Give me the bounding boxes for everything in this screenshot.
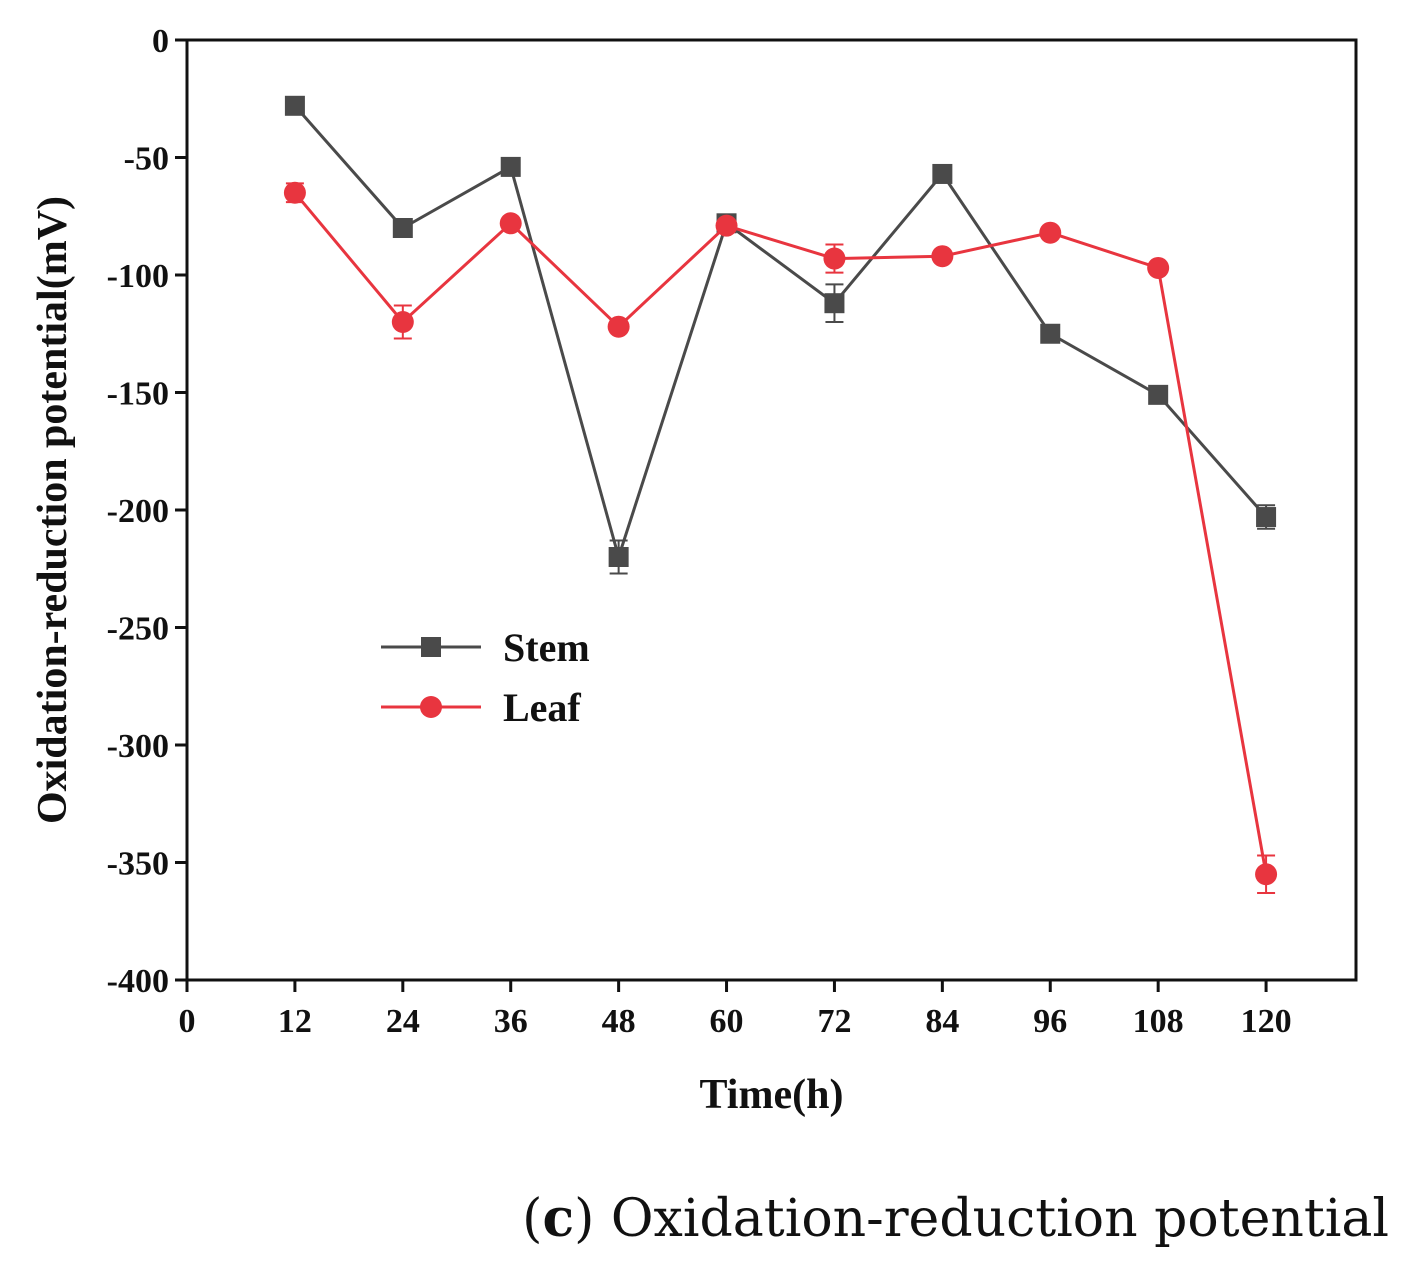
axes: 0 -50 -100 -150 -200 -250 -300 -350 -400 0 12 24 36 4… [107, 23, 1358, 1040]
y-tick-label: -200 [107, 493, 169, 530]
x-tick-label: 84 [925, 1003, 959, 1040]
x-tick-label: 72 [817, 1003, 851, 1040]
data-point-leaf [391, 311, 414, 333]
data-point-stem [392, 218, 413, 238]
x-tick-label: 60 [710, 1003, 744, 1040]
series-line-leaf [293, 191, 1268, 875]
x-tick-label: 108 [1133, 1003, 1184, 1040]
x-tick-label: 24 [386, 1003, 420, 1040]
y-tick-label: 0 [152, 23, 169, 60]
data-point-stem [608, 547, 629, 567]
x-tick-label: 48 [602, 1003, 636, 1040]
data-point-leaf [931, 245, 954, 268]
x-tick-label: 96 [1033, 1003, 1067, 1040]
caption-letter: c [542, 1188, 575, 1249]
series-line-stem [293, 104, 1268, 563]
x-tick-label: 0 [179, 1003, 196, 1040]
y-tick-label: -350 [107, 846, 169, 883]
data-point-stem [1040, 323, 1061, 344]
data-point-stem [932, 163, 953, 184]
y-tick-label: -100 [107, 258, 169, 295]
y-tick-label: -250 [107, 611, 169, 648]
data-point-stem [500, 156, 521, 177]
legend: Stem Leaf [381, 625, 590, 730]
legend-label: Leaf [503, 685, 581, 730]
data-point-leaf [715, 214, 738, 237]
data-point-leaf [1255, 863, 1278, 886]
data-point-stem [1256, 507, 1277, 528]
legend-marker [421, 637, 441, 657]
data-point-stem [1148, 384, 1169, 405]
y-tick-label: -400 [107, 963, 169, 1000]
series-layer [283, 95, 1278, 895]
y-tick-label: -300 [107, 728, 169, 765]
y-axis-title: Oxidation-reduction potential(mV) [30, 196, 76, 824]
data-point-leaf [607, 315, 630, 338]
data-point-leaf [283, 181, 306, 204]
legend-label: Stem [503, 625, 590, 670]
data-point-stem [284, 95, 305, 116]
x-tick-label: 120 [1241, 1003, 1292, 1040]
caption-open: ( [522, 1189, 543, 1249]
x-tick-label: 12 [278, 1003, 312, 1040]
series-leaf [283, 181, 1278, 895]
data-point-leaf [1147, 256, 1170, 279]
series-stem [284, 95, 1277, 575]
x-tick-label: 36 [494, 1003, 528, 1040]
orp-line-chart: 0 -50 -100 -150 -200 -250 -300 -350 -400 0 12 24 36 4… [30, 23, 1358, 1118]
legend-entry-stem: Stem [381, 625, 590, 670]
legend-entry-leaf: Leaf [381, 685, 581, 730]
data-point-leaf [1039, 221, 1062, 244]
y-tick-label: -150 [107, 376, 169, 413]
data-point-leaf [823, 247, 846, 270]
caption-text: ) Oxidation-reduction potential [574, 1189, 1389, 1249]
x-axis-title: Time(h) [700, 1072, 844, 1118]
y-tick-label: -50 [124, 141, 169, 178]
data-point-stem [824, 293, 845, 314]
figure-caption: (c) Oxidation-reduction potential [522, 1188, 1389, 1249]
data-point-leaf [499, 212, 522, 235]
legend-marker [420, 696, 442, 718]
